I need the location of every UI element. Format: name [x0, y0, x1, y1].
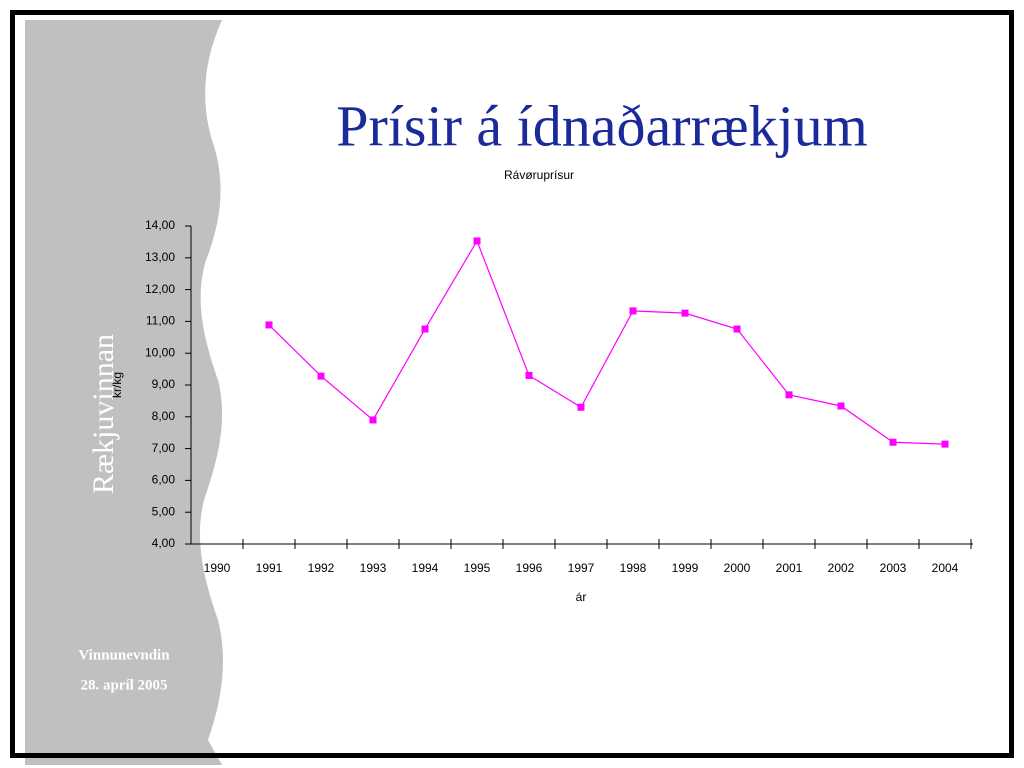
marker — [265, 321, 273, 329]
sidebar — [25, 20, 223, 765]
x-tick-label: 2002 — [828, 561, 855, 575]
y-tick-label: 6,00 — [152, 473, 176, 487]
y-tick-label: 8,00 — [152, 409, 176, 423]
x-tick-label: 1991 — [256, 561, 283, 575]
marker — [889, 438, 897, 446]
x-tick-label: 1996 — [516, 561, 543, 575]
chart-title: Rávøruprísur — [504, 168, 574, 182]
x-tick-label: 1994 — [412, 561, 439, 575]
y-tick-label: 14,00 — [145, 218, 175, 232]
marker — [369, 416, 377, 424]
x-tick-label: 1998 — [620, 561, 647, 575]
footer-date: 28. apríl 2005 — [80, 677, 167, 693]
slide-title: Prísir á ídnaðarrækjum — [336, 93, 868, 158]
marker — [421, 325, 429, 333]
marker — [629, 307, 637, 315]
side-label: Rækjuvinnan — [87, 334, 120, 494]
x-tick-label: 2001 — [776, 561, 803, 575]
y-tick-label: 13,00 — [145, 250, 175, 264]
x-tick-label: 1997 — [568, 561, 595, 575]
x-tick-label: 1995 — [464, 561, 491, 575]
marker — [785, 391, 793, 399]
x-tick-label: 1993 — [360, 561, 387, 575]
y-tick-label: 12,00 — [145, 282, 175, 296]
y-tick-label: 9,00 — [152, 377, 176, 391]
marker — [473, 237, 481, 245]
marker — [837, 402, 845, 410]
x-tick-label: 1992 — [308, 561, 335, 575]
footer-text: Vinnunevndin — [78, 647, 170, 663]
marker — [941, 440, 949, 448]
y-tick-label: 5,00 — [152, 504, 176, 518]
y-tick-label: 7,00 — [152, 441, 176, 455]
x-tick-label: 2003 — [880, 561, 907, 575]
marker — [733, 325, 741, 333]
marker — [681, 309, 689, 317]
x-tick-label: 2000 — [724, 561, 751, 575]
y-axis-label: kr/kg — [110, 372, 124, 398]
marker — [525, 371, 533, 379]
y-tick-label: 10,00 — [145, 345, 175, 359]
x-tick-label: 2004 — [932, 561, 959, 575]
line — [268, 239, 946, 445]
x-tick-label: 1990 — [204, 561, 231, 575]
y-tick-label: 11,00 — [146, 314, 175, 328]
x-tick-label: 1999 — [672, 561, 699, 575]
frame — [10, 10, 1014, 758]
y-tick-label: 4,00 — [152, 536, 176, 550]
marker — [577, 403, 585, 411]
marker — [317, 372, 325, 380]
x-axis-label: ár — [576, 590, 587, 604]
